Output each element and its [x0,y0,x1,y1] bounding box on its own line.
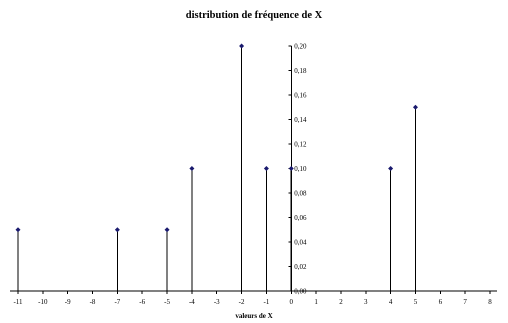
data-point [164,227,170,233]
x-tick-label: -5 [164,298,170,306]
y-tick-label: 0,10 [294,165,307,173]
x-tick-label: -8 [90,298,96,306]
x-tick-label: -11 [13,298,23,306]
data-point [388,166,394,171]
x-tick-label: 3 [364,298,368,306]
data-point [412,104,418,110]
x-tick-label: 1 [314,298,318,306]
x-tick-label: -3 [214,298,220,306]
x-tick-label: 4 [389,298,393,306]
data-point [239,43,245,49]
data-point [189,166,195,171]
y-tick-label: 0,02 [294,263,307,271]
data-point [263,166,269,171]
x-tick-label: 7 [463,298,467,306]
x-tick-label: -6 [139,298,145,306]
x-tick-label: 0 [290,298,294,306]
x-tick-label: -9 [65,298,71,306]
y-tick-label: 0,20 [294,43,307,51]
data-point [114,227,120,233]
x-tick-label: 6 [439,298,443,306]
data-point [15,227,21,233]
y-tick-label: 0,06 [294,214,307,222]
y-tick-label: 0,00 [294,288,307,296]
y-tick-label: 0,18 [294,67,307,75]
x-tick-label: 2 [339,298,343,306]
x-tick-label: -10 [38,298,48,306]
y-tick-label: 0,14 [294,116,307,124]
plot-area: -11 -10 -9 -8 -7 -6 -5 -4 -3 -2 -1 0 1 2 3 4 5 6 7 80,000,0… [10,43,497,306]
y-tick-label: 0,16 [294,92,307,100]
x-tick-label: 8 [488,298,492,306]
x-tick-label: 5 [414,298,418,306]
x-tick-label: -4 [189,298,195,306]
y-tick-label: 0,12 [294,141,307,149]
y-tick-label: 0,04 [294,239,307,247]
x-axis-label: valeurs de X [235,312,272,320]
x-tick-label: -2 [239,298,245,306]
y-tick-label: 0,08 [294,190,307,198]
x-tick-label: -1 [263,298,269,306]
x-tick-label: -7 [114,298,120,306]
data-point [288,166,294,171]
chart-title: distribution de fréquence de X [186,10,323,21]
